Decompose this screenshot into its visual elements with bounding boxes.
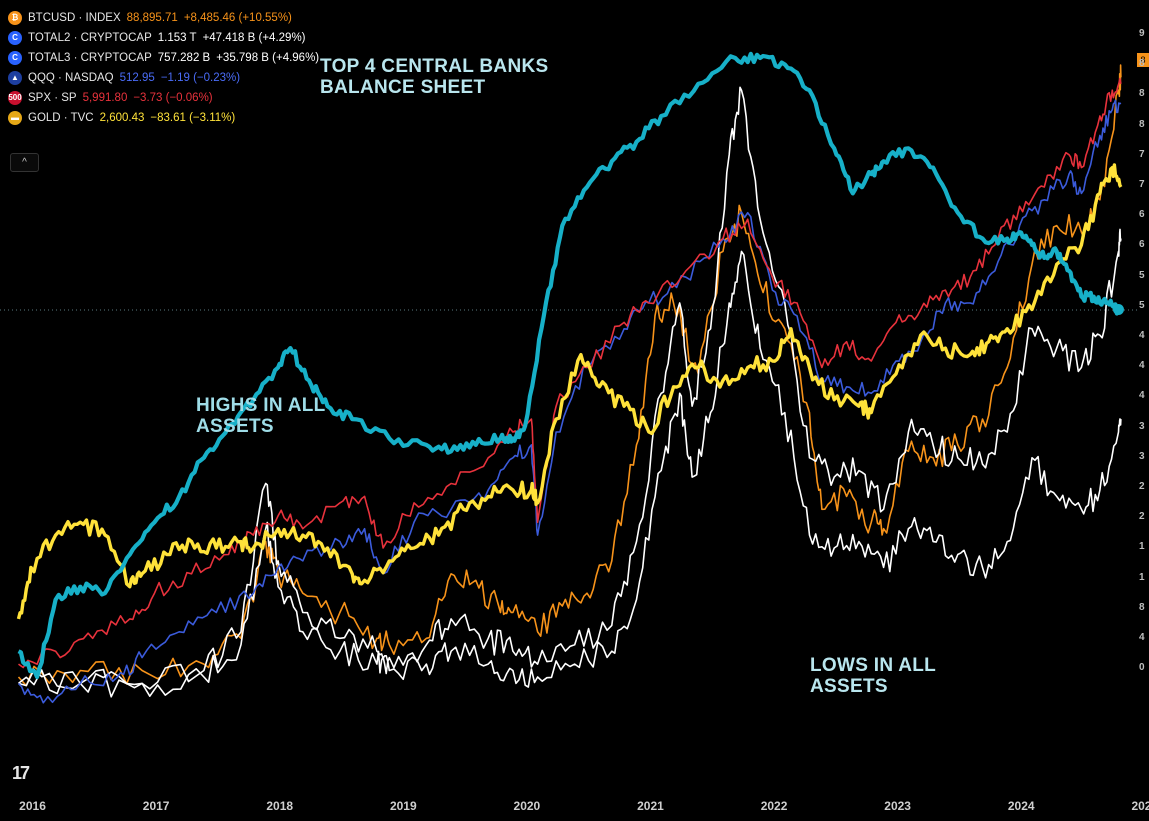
series-line-spx[interactable] (18, 77, 1122, 669)
series-line-total2[interactable] (18, 86, 1122, 698)
sp500-icon: 500 (8, 91, 22, 105)
y-tick-label: 7 (1139, 179, 1145, 190)
legend-change: −83.61 (−3.11%) (150, 112, 236, 124)
y-tick-label: 4 (1139, 632, 1145, 643)
x-tick-label: 2023 (884, 799, 911, 813)
y-tick-label: 7 (1139, 148, 1145, 160)
series-layer (16, 51, 1123, 704)
legend-symbol: GOLD · TVC (28, 112, 94, 124)
legend-change: +47.418 B (+4.29%) (202, 32, 306, 44)
y-tick-label: 8 (1139, 118, 1145, 130)
y-tick-label: 2 (1139, 511, 1145, 523)
y-tick-label: 1 (1139, 571, 1145, 583)
y-tick-label: 4 (1139, 360, 1145, 372)
legend-price: 512.95 (119, 72, 155, 84)
y-tick-label: 3 (1139, 450, 1145, 462)
legend-symbol: BTCUSD · INDEX (28, 12, 121, 24)
y-tick-label: 5 (1139, 299, 1145, 311)
x-tick-label: 2022 (760, 799, 788, 813)
series-line-total3[interactable] (18, 250, 1122, 697)
cb-last-point (1112, 303, 1124, 315)
legend-symbol: TOTAL2 · CRYPTOCAP (28, 32, 152, 44)
y-tick-label: 9 (1139, 28, 1145, 39)
x-tick-label: 2017 (142, 799, 170, 813)
y-tick-label: 1 (1139, 541, 1145, 553)
x-tick-label: 2019 (389, 799, 417, 813)
y-tick-label: 6 (1139, 209, 1145, 221)
legend-symbol: TOTAL3 · CRYPTOCAP (28, 52, 152, 64)
x-tick-label: 2016 (19, 799, 46, 813)
legend-symbol: QQQ · NASDAQ (28, 72, 114, 84)
y-tick-label: 3 (1139, 420, 1145, 432)
legend-row[interactable]: ₿ BTCUSD · INDEX 88,895.71 +8,485.46 (+10.5… (8, 8, 319, 28)
legend-price: 757.282 B (157, 52, 211, 64)
bitcoin-icon: ₿ (8, 11, 22, 25)
x-tick-label: 2025 (1131, 799, 1149, 813)
gold-icon: ▬ (8, 111, 22, 125)
annotation-highs: HIGHS IN ALL ASSETS (196, 395, 326, 437)
series-line-cb[interactable] (17, 51, 1121, 680)
legend-change: −3.73 (−0.06%) (133, 92, 213, 104)
series-line-qqq[interactable] (17, 99, 1122, 704)
legend-row[interactable]: ▬ GOLD · TVC 2,600.43 −83.61 (−3.11%) (8, 108, 319, 128)
legend-change: +35.798 B (+4.96%) (216, 52, 320, 64)
x-tick-label: 2018 (266, 799, 294, 813)
legend-row[interactable]: 500 SPX · SP 5,991.80 −3.73 (−0.06%) (8, 88, 319, 108)
legend-change: −1.19 (−0.23%) (160, 72, 241, 84)
last-price-badge: 8 (1137, 53, 1149, 67)
cryptocap-icon: C (8, 51, 22, 65)
x-tick-label: 2024 (1007, 799, 1035, 813)
legend-price: 5,991.80 (82, 92, 128, 104)
y-tick-label: 5 (1139, 269, 1145, 281)
legend-price: 88,895.71 (126, 12, 178, 24)
legend-row[interactable]: C TOTAL3 · CRYPTOCAP 757.282 B +35.798 B (+… (8, 48, 319, 68)
legend-row[interactable]: ▲ QQQ · NASDAQ 512.95 −1.19 (−0.23%) (8, 68, 319, 88)
legend-price: 2,600.43 (99, 112, 145, 124)
legend-symbol: SPX · SP (28, 92, 77, 104)
y-tick-label: 8 (1139, 58, 1145, 70)
x-tick-label: 2021 (637, 799, 664, 813)
annotation-central-banks: TOP 4 CENTRAL BANKS BALANCE SHEET (320, 56, 549, 98)
cryptocap-icon: C (8, 31, 22, 45)
series-line-btc[interactable] (17, 64, 1122, 687)
series-line-gold[interactable] (16, 163, 1123, 620)
y-tick-label: 0 (1139, 662, 1145, 674)
y-tick-label: 4 (1139, 330, 1145, 341)
x-tick-label: 2020 (513, 799, 541, 813)
legend: ₿ BTCUSD · INDEX 88,895.71 +8,485.46 (+10.5… (8, 8, 319, 128)
legend-price: 1.153 T (157, 32, 197, 44)
annotation-lows: LOWS IN ALL ASSETS (810, 655, 937, 697)
tradingview-logo: 17 (12, 763, 30, 783)
y-tick-label: 8 (1139, 88, 1145, 100)
legend-change: +8,485.46 (+10.55%) (183, 12, 292, 24)
y-tick-label: 8 (1139, 601, 1145, 613)
nasdaq-icon: ▲ (8, 71, 22, 85)
legend-row[interactable]: C TOTAL2 · CRYPTOCAP 1.153 T +47.418 B (+4.… (8, 28, 319, 48)
y-tick-label: 2 (1139, 481, 1145, 492)
y-tick-label: 6 (1139, 239, 1145, 251)
collapse-legend-button[interactable]: ^ (10, 153, 39, 172)
y-tick-label: 4 (1139, 390, 1145, 402)
